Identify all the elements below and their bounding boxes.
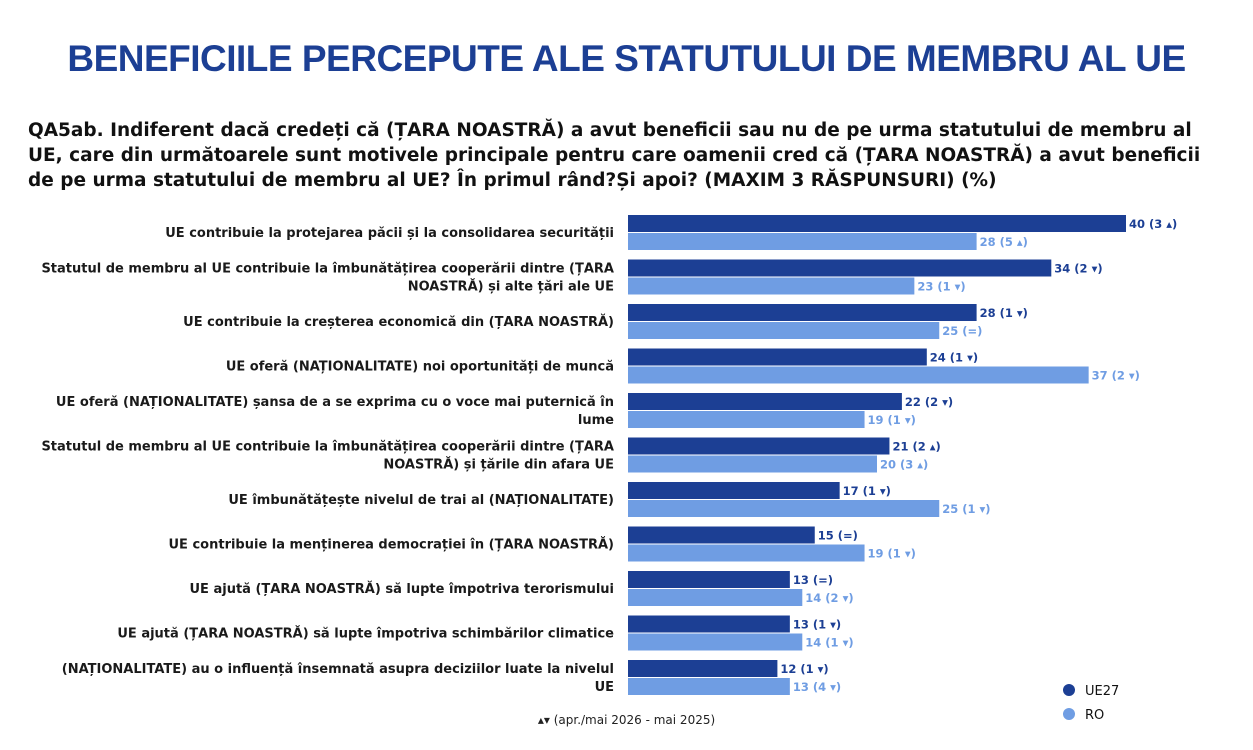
category-label: UE contribuie la protejarea păcii și la … bbox=[165, 226, 614, 241]
data-label-ro: 13 (4 ▾) bbox=[793, 680, 841, 694]
legend-ro-marker bbox=[1063, 708, 1075, 720]
question-text: QA5ab. Indiferent dacă credeți că (ȚARA … bbox=[28, 120, 1201, 191]
bar-ue27 bbox=[628, 259, 1052, 277]
data-label-ro: 20 (3 ▴) bbox=[880, 458, 928, 472]
category-label: NOASTRĂ) și alte țări ale UE bbox=[408, 279, 614, 295]
bar-ue27 bbox=[628, 215, 1126, 232]
bar-ue27 bbox=[628, 526, 815, 544]
bar-ue27 bbox=[628, 348, 927, 366]
data-label-ue27: 13 (=) bbox=[793, 573, 833, 587]
data-label-ro: 14 (1 ▾) bbox=[805, 636, 853, 650]
legend-ue27-marker bbox=[1063, 684, 1075, 696]
legend-ro-label: RO bbox=[1085, 708, 1104, 723]
bar-ro bbox=[628, 366, 1089, 384]
data-label-ue27: 40 (3 ▴) bbox=[1129, 217, 1177, 231]
bar-ro bbox=[628, 678, 790, 695]
data-label-ro: 19 (1 ▾) bbox=[868, 547, 916, 561]
data-label-ro: 14 (2 ▾) bbox=[805, 591, 853, 605]
bar-ro bbox=[628, 633, 803, 651]
bars-layer: UE contribuie la protejarea păcii și la … bbox=[41, 215, 1177, 695]
bar-ue27 bbox=[628, 660, 778, 677]
bar-ro bbox=[628, 455, 877, 473]
bar-ue27 bbox=[628, 304, 977, 321]
data-label-ue27: 13 (1 ▾) bbox=[793, 618, 841, 632]
legend-ue27-label: UE27 bbox=[1085, 684, 1119, 699]
data-label-ue27: 34 (2 ▾) bbox=[1054, 262, 1102, 276]
data-label-ue27: 24 (1 ▾) bbox=[930, 351, 978, 365]
footnote: ▴▾ (apr./mai 2026 - mai 2025) bbox=[537, 713, 716, 727]
legend: UE27 RO bbox=[1063, 684, 1119, 723]
bar-ro bbox=[628, 411, 865, 428]
data-label-ro: 37 (2 ▾) bbox=[1092, 369, 1140, 383]
data-label-ro: 23 (1 ▾) bbox=[917, 280, 965, 294]
bar-ro bbox=[628, 322, 940, 339]
category-label: UE oferă (NAȚIONALITATE) noi oportunităț… bbox=[226, 360, 614, 375]
category-label: UE ajută (ȚARA NOASTRĂ) să lupte împotri… bbox=[190, 581, 615, 597]
category-label: NOASTRĂ) și țările din afara UE bbox=[383, 457, 614, 473]
category-label: UE ajută (ȚARA NOASTRĂ) să lupte împotri… bbox=[117, 626, 614, 642]
category-label: UE bbox=[595, 680, 614, 695]
data-label-ro: 19 (1 ▾) bbox=[868, 413, 916, 427]
data-label-ue27: 28 (1 ▾) bbox=[980, 306, 1028, 320]
bar-ro bbox=[628, 233, 977, 250]
bar-ro bbox=[628, 589, 803, 606]
bar-ue27 bbox=[628, 482, 840, 499]
category-label: UE contribuie la menținerea democrației … bbox=[169, 537, 615, 553]
category-label: Statutul de membru al UE contribuie la î… bbox=[41, 440, 614, 455]
bar-ro bbox=[628, 277, 915, 295]
data-label-ro: 25 (=) bbox=[942, 324, 982, 338]
category-label: Statutul de membru al UE contribuie la î… bbox=[41, 262, 614, 277]
bar-ro bbox=[628, 544, 865, 562]
bar-ue27 bbox=[628, 571, 790, 588]
bar-ue27 bbox=[628, 615, 790, 633]
category-label: (NAȚIONALITATE) au o influență însemnată… bbox=[62, 662, 614, 677]
data-label-ue27: 15 (=) bbox=[818, 529, 858, 543]
data-label-ue27: 12 (1 ▾) bbox=[780, 662, 828, 676]
data-label-ue27: 17 (1 ▾) bbox=[843, 484, 891, 498]
category-label: UE contribuie la creșterea economică din… bbox=[183, 314, 614, 330]
data-label-ue27: 21 (2 ▴) bbox=[892, 440, 940, 454]
bar-ue27 bbox=[628, 437, 890, 455]
category-label: UE îmbunătățește nivelul de trai al (NAȚ… bbox=[228, 493, 614, 508]
chart-title: BENEFICIILE PERCEPUTE ALE STATUTULUI DE … bbox=[67, 38, 1186, 79]
bar-ro bbox=[628, 500, 940, 517]
category-label: lume bbox=[578, 413, 614, 428]
bar-ue27 bbox=[628, 393, 902, 410]
data-label-ue27: 22 (2 ▾) bbox=[905, 395, 953, 409]
data-label-ro: 25 (1 ▾) bbox=[942, 502, 990, 516]
category-label: UE oferă (NAȚIONALITATE) șansa de a se e… bbox=[56, 395, 614, 410]
data-label-ro: 28 (5 ▴) bbox=[980, 235, 1028, 249]
